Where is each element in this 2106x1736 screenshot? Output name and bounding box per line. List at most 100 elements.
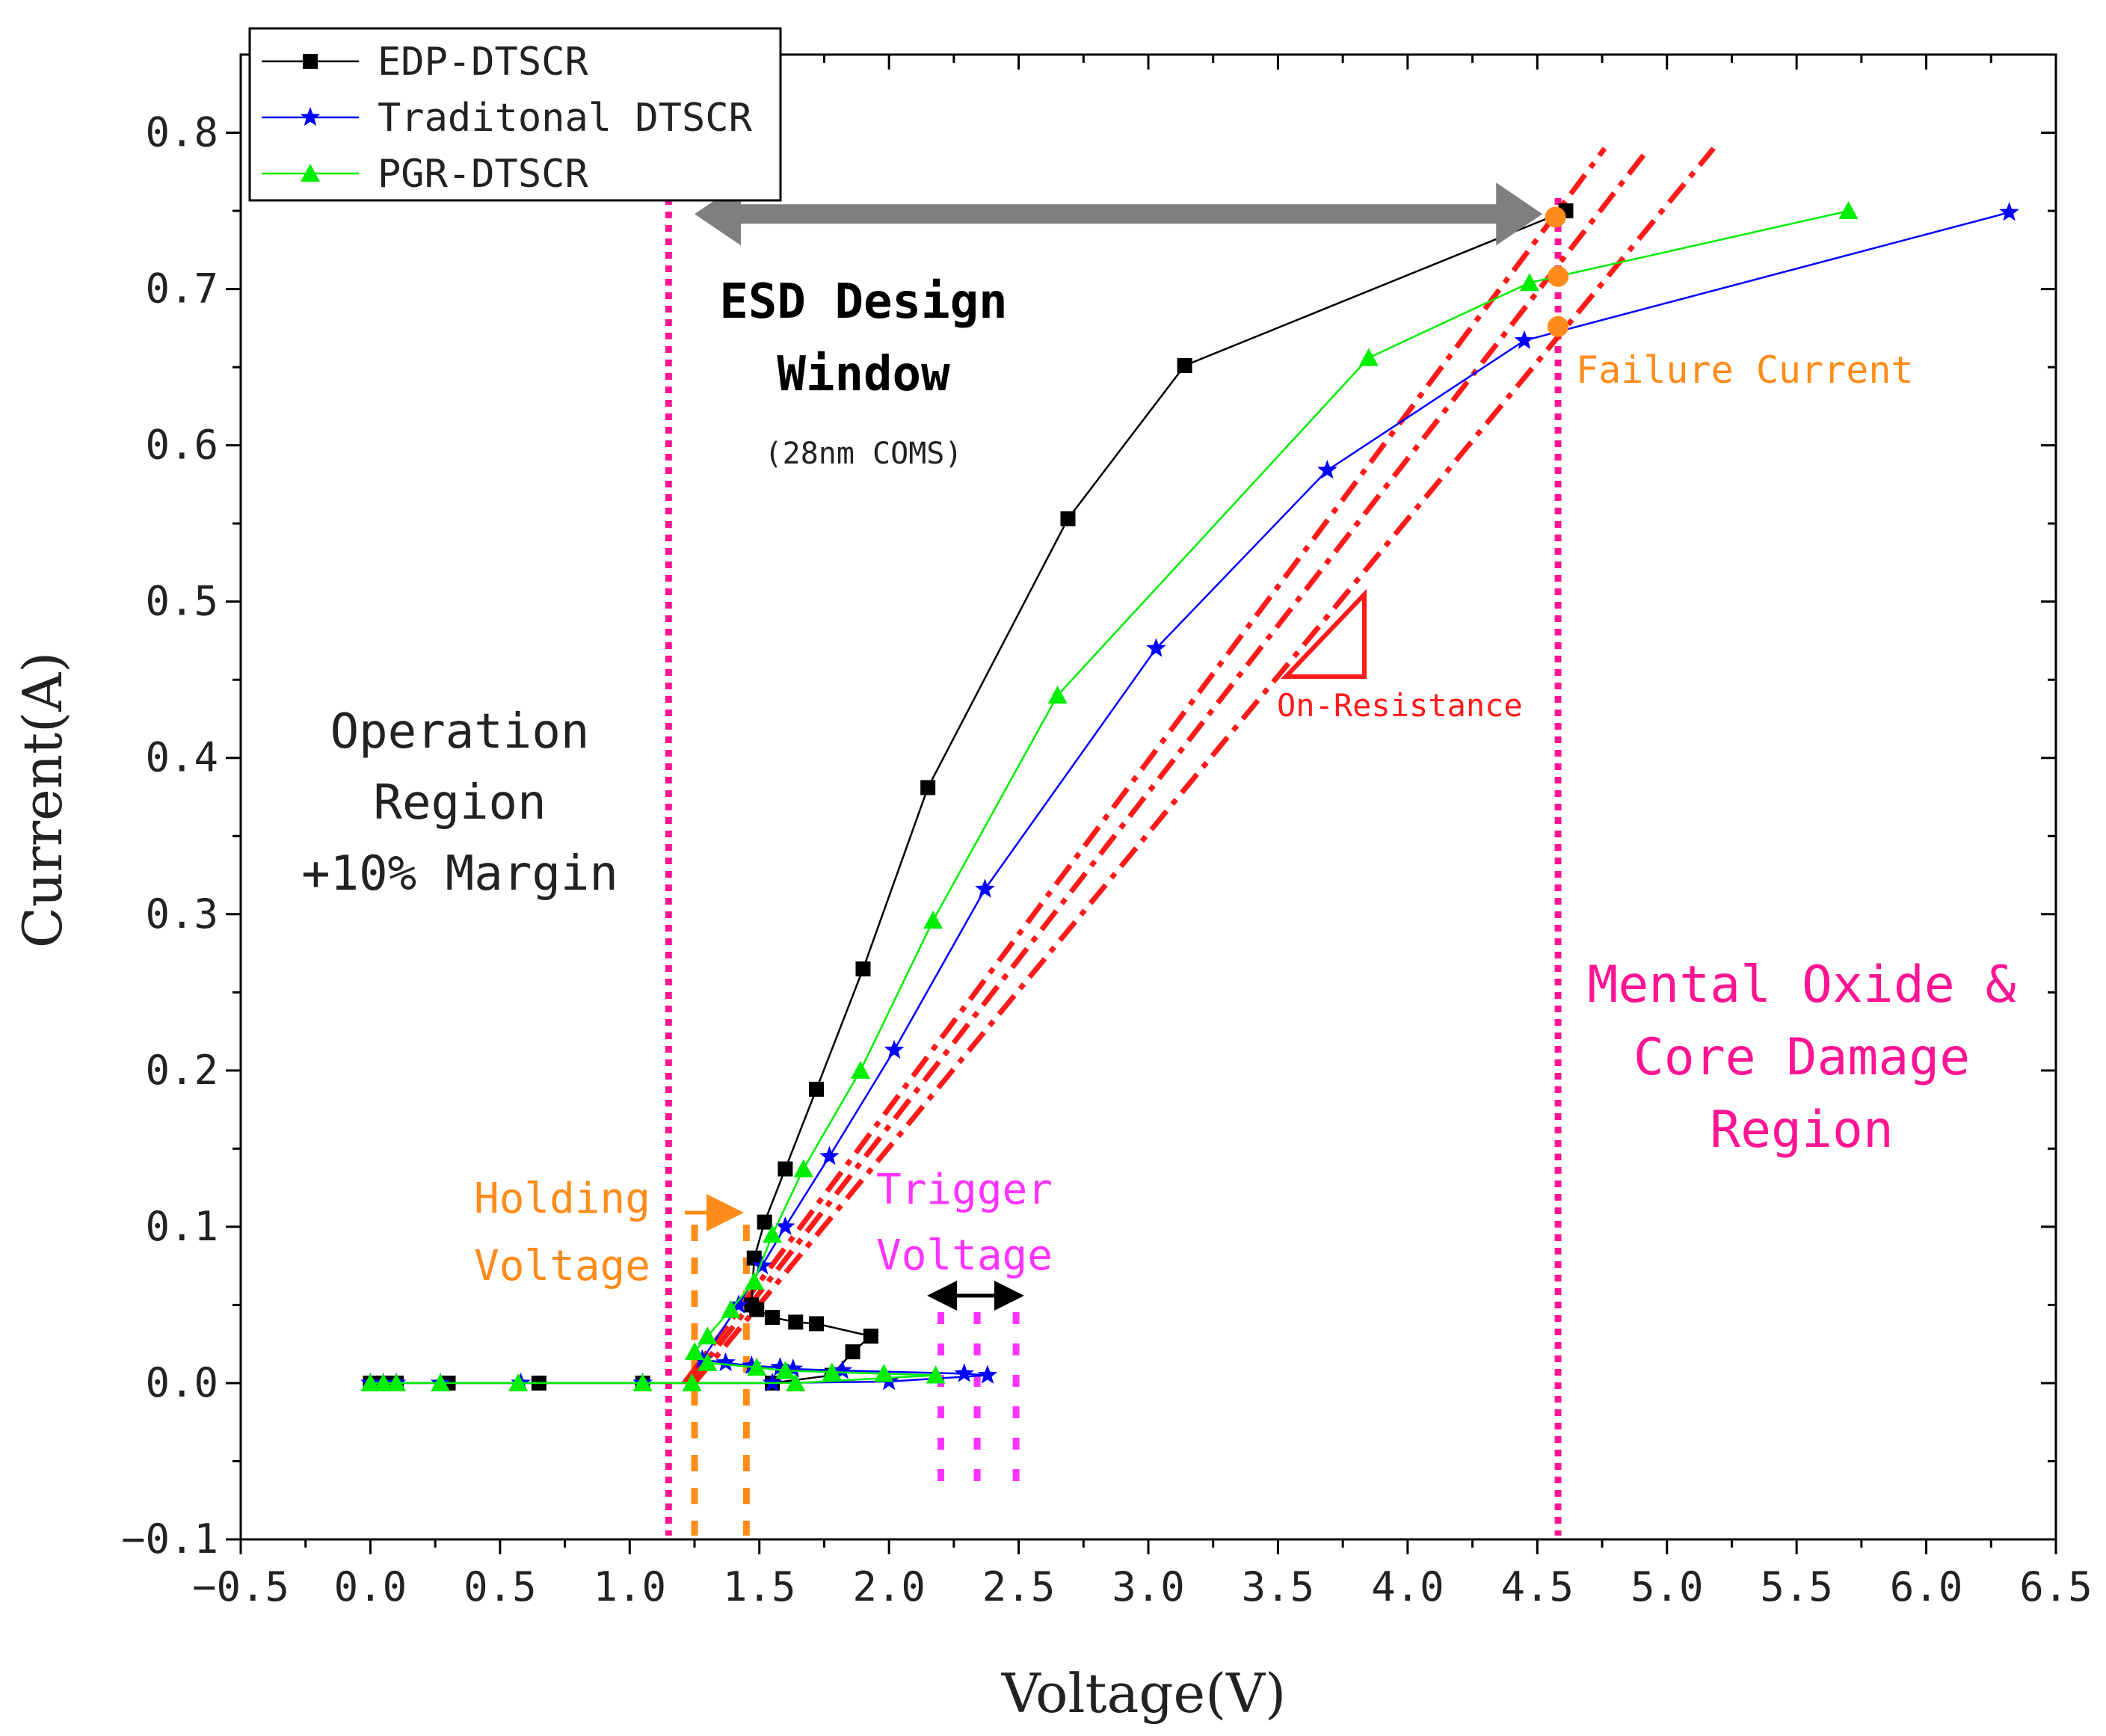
series-2	[360, 201, 1859, 1391]
on-resistance-triangle	[1280, 588, 1367, 679]
legend-frame	[248, 27, 782, 202]
data-point	[778, 1161, 793, 1177]
y-tick-label: −0.1	[121, 1515, 218, 1563]
data-point	[1514, 330, 1535, 349]
data-point	[975, 878, 995, 898]
data-point	[788, 1314, 804, 1330]
data-point	[920, 780, 936, 795]
data-point	[303, 54, 318, 69]
data-point	[822, 1362, 842, 1381]
failure-current-label: Failure Current	[1576, 348, 1914, 392]
legend-label: Traditonal DTSCR	[378, 96, 753, 141]
data-point	[763, 1225, 783, 1243]
data-point	[1358, 348, 1379, 366]
data-point	[744, 1297, 760, 1313]
y-tick-label: 0.4	[145, 734, 218, 781]
data-point	[1177, 358, 1192, 374]
x-axis-label: Voltage(V)	[1001, 1662, 1287, 1725]
x-tick-label: 3.0	[1112, 1563, 1185, 1610]
y-tick-label: 0.6	[145, 422, 218, 469]
x-tick-label: 0.5	[464, 1563, 537, 1610]
data-point	[850, 1060, 870, 1079]
data-point	[698, 1326, 718, 1345]
y-tick-label: 0.8	[145, 109, 218, 156]
data-point	[746, 1250, 762, 1266]
data-point	[360, 1373, 381, 1391]
data-point	[786, 1373, 806, 1391]
legend-item: Traditonal DTSCR	[262, 96, 753, 141]
x-tick-label: 5.0	[1631, 1563, 1704, 1610]
legend-item: PGR-DTSCR	[262, 152, 588, 197]
legend-label: EDP-DTSCR	[378, 40, 588, 84]
failure-point	[1548, 265, 1569, 287]
data-point	[863, 1329, 878, 1344]
data-point	[926, 1365, 946, 1384]
x-tick-label: 3.5	[1242, 1563, 1315, 1610]
failure-point	[1548, 316, 1569, 337]
failure-points	[1545, 206, 1569, 337]
data-point	[373, 1373, 393, 1391]
trigger-voltage-label-1: Trigger	[876, 1166, 1053, 1214]
data-point	[1838, 201, 1859, 220]
data-point	[809, 1316, 825, 1332]
data-point	[431, 1373, 451, 1391]
trigger-voltage-label-2: Voltage	[876, 1231, 1053, 1280]
data-point	[744, 1272, 764, 1290]
design-window-arrow	[695, 182, 1543, 246]
data-point	[508, 1373, 529, 1391]
holding-voltage-label-1: Holding	[474, 1175, 650, 1223]
y-axis-label: Current(A)	[11, 652, 74, 948]
x-tick-label: 2.0	[852, 1563, 926, 1610]
x-tick-label: 1.0	[594, 1563, 667, 1610]
data-point	[1519, 273, 1539, 292]
x-tick-label: 5.5	[1760, 1563, 1833, 1610]
damage-region-label-2: Core Damage	[1634, 1028, 1970, 1087]
x-tick-label: 4.5	[1501, 1563, 1574, 1610]
y-tick-label: 0.7	[145, 265, 218, 313]
y-tick-label: 0.2	[145, 1047, 218, 1094]
data-point	[765, 1310, 780, 1326]
design-window-title: ESD Design	[719, 274, 1007, 330]
data-point	[923, 911, 943, 929]
y-tick-label: 0.1	[145, 1203, 218, 1250]
design-window-subtitle: (28nm COMS)	[765, 437, 963, 471]
data-point	[775, 1361, 795, 1379]
data-point	[770, 1357, 790, 1376]
data-point	[387, 1373, 407, 1391]
x-tick-label: 6.0	[1890, 1563, 1963, 1610]
data-point	[783, 1358, 804, 1378]
legend-item: EDP-DTSCR	[262, 40, 588, 84]
on-resistance-line	[687, 147, 1651, 1385]
holding-voltage-label-2: Voltage	[474, 1242, 650, 1290]
data-point	[977, 1364, 998, 1384]
data-point	[1317, 460, 1337, 479]
data-point	[632, 1373, 653, 1391]
x-tick-label: −0.5	[192, 1563, 289, 1610]
data-point	[1999, 202, 2019, 221]
y-tick-label: 0.5	[145, 578, 218, 625]
x-tick-label: 0.0	[334, 1563, 407, 1610]
x-tick-label: 6.5	[2019, 1563, 2093, 1610]
on-resistance-lines	[682, 147, 1716, 1385]
data-point	[698, 1352, 718, 1371]
failure-point	[1545, 206, 1566, 228]
data-point	[728, 1294, 749, 1314]
data-point	[301, 164, 320, 182]
data-point	[1060, 511, 1076, 526]
data-point	[1047, 686, 1068, 704]
axis-tick-labels: −0.5 0.0 0.5 1.0 1.5 2.0 2.5 3.0 3.5 4.0 4.5 5.0 5.5…	[121, 109, 2093, 1610]
operation-region-label-3: +10% Margin	[301, 846, 618, 902]
data-point	[715, 1352, 736, 1372]
data-point	[751, 1255, 772, 1275]
damage-region-label-1: Mental Oxide &	[1587, 955, 2016, 1015]
on-resistance-line	[682, 147, 1607, 1385]
data-point	[685, 1342, 704, 1361]
series-layer	[360, 201, 2019, 1392]
data-point	[775, 1216, 795, 1236]
legend: EDP-DTSCR Traditonal DTSCR PGR-DTSCR	[248, 27, 782, 202]
legend-label: PGR-DTSCR	[378, 152, 588, 197]
data-point	[721, 1299, 741, 1318]
data-point	[757, 1214, 772, 1230]
x-tick-label: 1.5	[723, 1563, 796, 1610]
